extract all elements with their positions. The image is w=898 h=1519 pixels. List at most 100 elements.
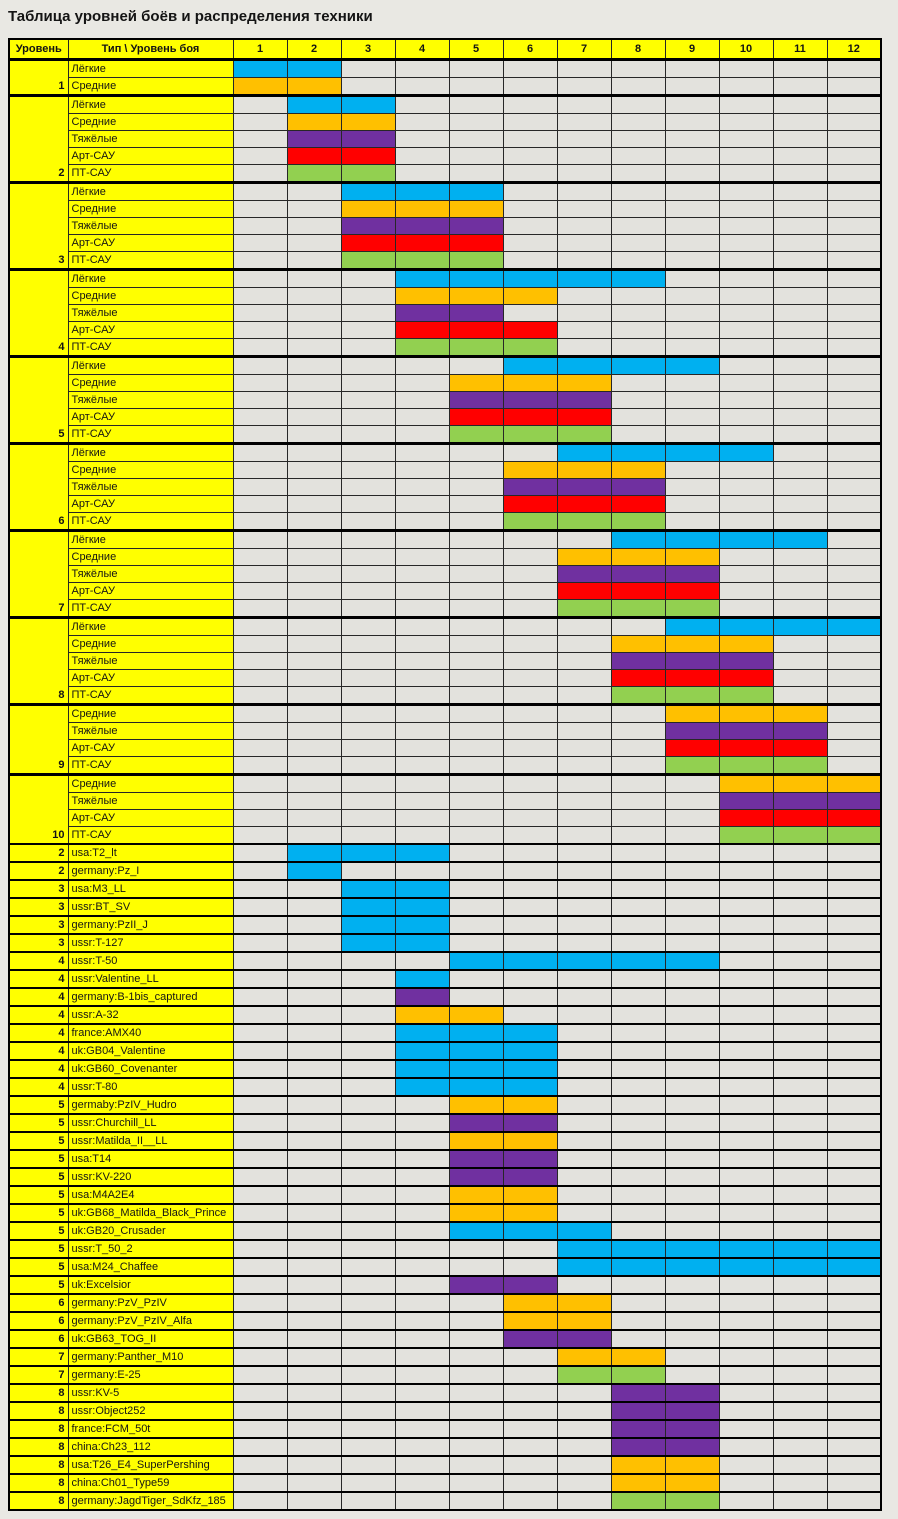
type-label: Средние bbox=[67, 287, 234, 305]
empty-cell bbox=[394, 826, 450, 845]
type-row: Тяжёлые bbox=[9, 391, 882, 409]
light-range-cell bbox=[394, 268, 450, 288]
empty-cell bbox=[826, 529, 882, 549]
empty-cell bbox=[340, 1383, 396, 1403]
col-header-battle-1: 1 bbox=[232, 38, 288, 61]
empty-cell bbox=[826, 1221, 882, 1241]
type-label: Тяжёлые bbox=[67, 722, 234, 740]
col-header-battle-6: 6 bbox=[502, 38, 558, 61]
empty-cell bbox=[556, 1167, 612, 1187]
empty-cell bbox=[556, 1113, 612, 1133]
vehicle-row: 3 usa:M3_LL bbox=[8, 879, 882, 899]
light-range-cell bbox=[502, 951, 558, 971]
empty-cell bbox=[286, 1455, 342, 1475]
empty-cell bbox=[718, 478, 774, 496]
empty-cell bbox=[826, 1023, 882, 1043]
empty-cell bbox=[718, 1365, 774, 1385]
empty-cell bbox=[502, 756, 558, 775]
empty-cell bbox=[556, 1383, 612, 1403]
heavy-range-cell bbox=[664, 722, 720, 740]
light-range-cell bbox=[556, 1221, 612, 1241]
col-header-battle-9: 9 bbox=[664, 38, 720, 61]
empty-cell bbox=[718, 548, 774, 566]
vehicle-label: usa:T26_E4_SuperPershing bbox=[67, 1455, 234, 1475]
empty-cell bbox=[610, 304, 666, 322]
empty-cell bbox=[394, 635, 450, 653]
vehicle-level-cell: 6 bbox=[8, 1311, 69, 1331]
empty-cell bbox=[556, 147, 612, 165]
empty-cell bbox=[664, 338, 720, 357]
empty-cell bbox=[826, 897, 882, 917]
empty-cell bbox=[772, 217, 828, 235]
page-title: Таблица уровней боёв и распределения тех… bbox=[8, 8, 373, 25]
empty-cell bbox=[502, 548, 558, 566]
empty-cell bbox=[664, 826, 720, 845]
light-range-cell bbox=[610, 951, 666, 971]
empty-cell bbox=[556, 1185, 612, 1205]
light-range-cell bbox=[448, 951, 504, 971]
empty-cell bbox=[340, 355, 396, 375]
empty-cell bbox=[232, 442, 288, 462]
empty-cell bbox=[394, 425, 450, 444]
empty-cell bbox=[556, 1149, 612, 1169]
empty-cell bbox=[826, 512, 882, 531]
heavy-range-cell bbox=[448, 1113, 504, 1133]
col-header-battle-8: 8 bbox=[610, 38, 666, 61]
empty-cell bbox=[826, 879, 882, 899]
empty-cell bbox=[286, 287, 342, 305]
empty-cell bbox=[826, 130, 882, 148]
medium-range-cell bbox=[772, 703, 828, 723]
empty-cell bbox=[826, 635, 882, 653]
empty-cell bbox=[718, 969, 774, 989]
level-cell: 4 bbox=[8, 268, 69, 357]
empty-cell bbox=[772, 391, 828, 409]
empty-cell bbox=[286, 1023, 342, 1043]
medium-range-cell bbox=[448, 1185, 504, 1205]
light-range-cell bbox=[394, 1041, 450, 1061]
empty-cell bbox=[556, 739, 612, 757]
light-range-cell bbox=[448, 1041, 504, 1061]
empty-cell bbox=[772, 879, 828, 899]
empty-cell bbox=[610, 164, 666, 183]
empty-cell bbox=[826, 686, 882, 705]
battle-level-table: Уровень Тип \ Уровень боя 1 2 3 4 5 6 7 … bbox=[8, 38, 882, 1511]
empty-cell bbox=[286, 739, 342, 757]
empty-cell bbox=[340, 1113, 396, 1133]
empty-cell bbox=[664, 77, 720, 96]
type-row: Средние bbox=[9, 77, 882, 96]
medium-range-cell bbox=[610, 1455, 666, 1475]
empty-cell bbox=[232, 1473, 288, 1493]
empty-cell bbox=[394, 1311, 450, 1331]
empty-cell bbox=[772, 1203, 828, 1223]
empty-cell bbox=[286, 217, 342, 235]
empty-cell bbox=[718, 338, 774, 357]
type-row: 10 Средние bbox=[8, 773, 882, 845]
empty-cell bbox=[664, 987, 720, 1007]
type-row: Арт-САУ bbox=[9, 408, 882, 426]
empty-cell bbox=[340, 461, 396, 479]
light-range-cell bbox=[664, 1239, 720, 1259]
heavy-range-cell bbox=[448, 391, 504, 409]
empty-cell bbox=[826, 495, 882, 513]
empty-cell bbox=[340, 77, 396, 96]
empty-cell bbox=[232, 217, 288, 235]
type-label: Средние bbox=[67, 374, 234, 392]
empty-cell bbox=[610, 130, 666, 148]
empty-cell bbox=[556, 529, 612, 549]
empty-cell bbox=[502, 1473, 558, 1493]
vehicle-row: 4 ussr:A-32 bbox=[8, 1005, 882, 1025]
td-range-cell bbox=[448, 251, 504, 270]
table-body: 1 Лёгкие Средние 2 Лёгкие Средние Тяжёлые Арт-С… bbox=[8, 58, 882, 1511]
empty-cell bbox=[610, 897, 666, 917]
empty-cell bbox=[772, 355, 828, 375]
empty-cell bbox=[556, 616, 612, 636]
empty-cell bbox=[718, 897, 774, 917]
vehicle-level-cell: 5 bbox=[8, 1113, 69, 1133]
light-range-cell bbox=[340, 843, 396, 863]
empty-cell bbox=[232, 1311, 288, 1331]
empty-cell bbox=[610, 915, 666, 935]
vehicle-label: ussr:T-80 bbox=[67, 1077, 234, 1097]
empty-cell bbox=[718, 1419, 774, 1439]
vehicle-level-cell: 5 bbox=[8, 1095, 69, 1115]
empty-cell bbox=[826, 933, 882, 953]
